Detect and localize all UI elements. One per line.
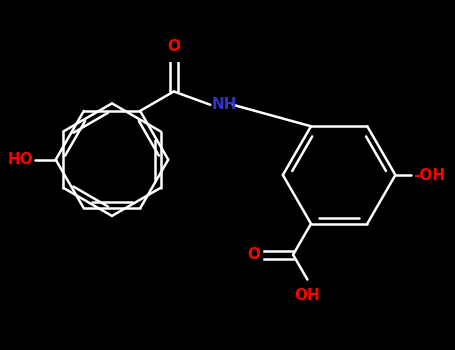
Text: -OH: -OH <box>413 168 445 182</box>
Text: OH: OH <box>294 288 320 303</box>
Text: O: O <box>248 247 260 262</box>
Text: NH: NH <box>211 97 237 112</box>
Text: HO: HO <box>7 152 33 167</box>
Text: O: O <box>167 38 180 54</box>
